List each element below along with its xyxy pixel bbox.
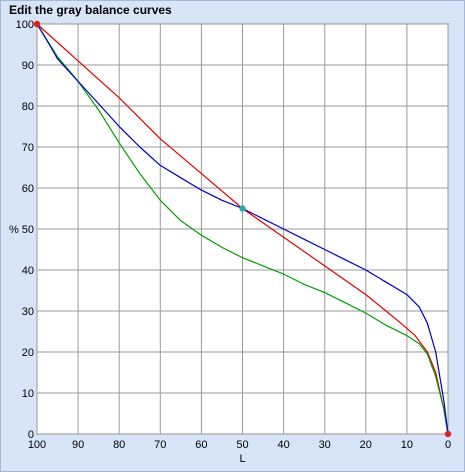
y-tick-label: 50 — [22, 224, 34, 236]
y-tick-label: 90 — [22, 60, 34, 72]
x-tick-label: 10 — [401, 439, 413, 451]
panel-title: Edit the gray balance curves — [9, 3, 172, 17]
y-tick-label: 20 — [22, 347, 34, 359]
control-points[interactable] — [33, 20, 452, 438]
y-tick-label: 60 — [22, 183, 34, 195]
y-tick-label: 80 — [22, 101, 34, 113]
x-tick-label: 60 — [195, 439, 207, 451]
x-tick-label: 20 — [360, 439, 372, 451]
x-tick-label: 0 — [445, 439, 451, 451]
y-tick-label: 40 — [22, 265, 34, 277]
y-tick-label: 30 — [22, 306, 34, 318]
control-point[interactable] — [444, 430, 452, 438]
x-tick-label: 40 — [277, 439, 289, 451]
grid-lines — [36, 23, 449, 435]
x-tick-label: 30 — [319, 439, 331, 451]
x-tick-label: 80 — [113, 439, 125, 451]
curve-line-2[interactable] — [36, 23, 449, 435]
y-tick-label: 0 — [28, 429, 34, 441]
y-tick-label: 10 — [22, 388, 34, 400]
x-tick-label: 70 — [154, 439, 166, 451]
control-point[interactable] — [239, 205, 246, 212]
x-tick-label: 90 — [72, 439, 84, 451]
x-tick-label: 100 — [28, 439, 46, 451]
curve-line-0[interactable] — [36, 23, 449, 435]
control-point[interactable] — [33, 20, 41, 28]
x-axis-ticks: 100 90 80 70 60 50 40 30 20 10 0 — [28, 439, 451, 451]
y-tick-label: 70 — [22, 142, 34, 154]
y-axis-label: % — [9, 224, 19, 236]
x-axis-label: L — [239, 453, 245, 465]
x-tick-label: 50 — [236, 439, 248, 451]
y-tick-label: 100 — [16, 19, 34, 31]
curve-line-1[interactable] — [36, 23, 449, 435]
curves — [36, 23, 449, 435]
